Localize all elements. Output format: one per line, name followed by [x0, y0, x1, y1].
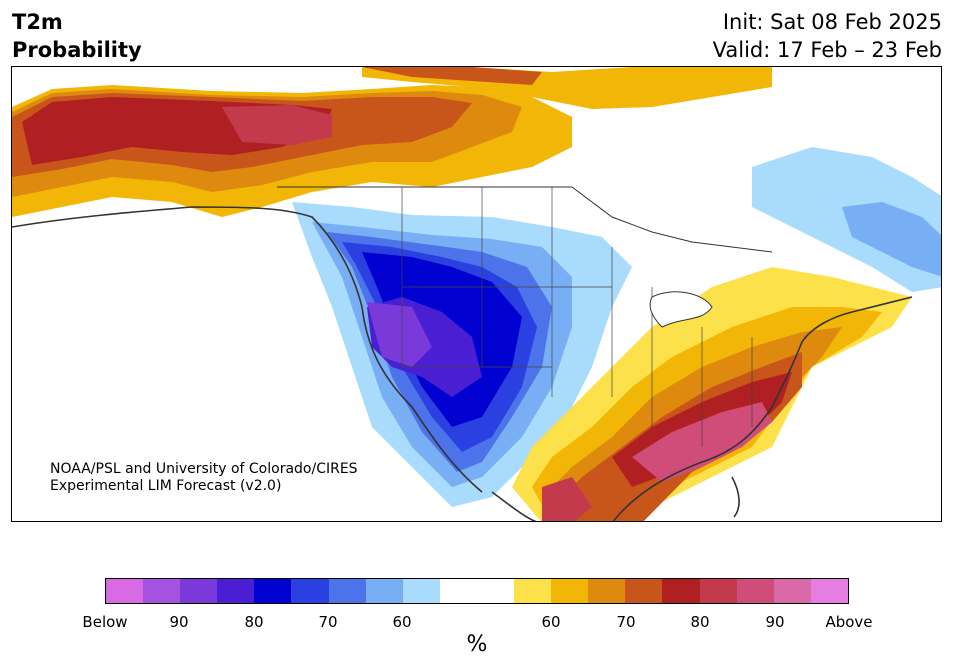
colorbar-segment	[254, 579, 292, 603]
colorbar-segment	[736, 579, 774, 603]
mexico-warm-core	[542, 477, 592, 521]
colorbar-segment	[551, 579, 589, 603]
init-date: Init: Sat 08 Feb 2025	[722, 10, 942, 34]
colorbar-segment	[699, 579, 737, 603]
canada-us-border	[277, 186, 773, 253]
map-canvas	[12, 67, 941, 521]
california-cold-core	[367, 302, 432, 367]
colorbar-tick: Below	[82, 613, 128, 631]
credit-text: NOAA/PSL and University of Colorado/CIRE…	[50, 461, 358, 495]
colorbar-tick: 80	[690, 613, 710, 631]
colorbar-segment	[476, 579, 515, 603]
product-label: Probability	[12, 38, 142, 62]
credit-line-1: NOAA/PSL and University of Colorado/CIRE…	[50, 461, 358, 477]
colorbar-segment	[625, 579, 663, 603]
colorbar-tick: Above	[825, 613, 873, 631]
colorbar-segment	[588, 579, 626, 603]
colorbar-tick: 60	[392, 613, 412, 631]
colorbar-segment	[217, 579, 255, 603]
colorbar-tick: 70	[318, 613, 338, 631]
colorbar-segment	[439, 579, 477, 603]
colorbar-segment	[328, 579, 366, 603]
colorbar-segment	[365, 579, 403, 603]
valid-date: Valid: 17 Feb – 23 Feb	[712, 38, 942, 62]
map-title: T2m Probability	[12, 8, 142, 64]
date-info: Init: Sat 08 Feb 2025 Valid: 17 Feb – 23…	[713, 8, 942, 64]
colorbar-unit: %	[466, 632, 488, 657]
colorbar-segment	[180, 579, 218, 603]
colorbar-tick: 90	[765, 613, 785, 631]
colorbar-segment	[662, 579, 700, 603]
colorbar-tick: 60	[541, 613, 561, 631]
colorbar-segment	[143, 579, 181, 603]
probability-colorbar	[105, 578, 849, 604]
coastline	[12, 206, 913, 521]
state-borders	[401, 187, 753, 447]
colorbar-segment	[291, 579, 329, 603]
arctic-islands-warm-inner	[362, 67, 542, 85]
yukon-warm-core	[222, 105, 332, 145]
colorbar-segment	[106, 579, 144, 603]
variable-label: T2m	[12, 10, 63, 34]
colorbar-tick: 70	[616, 613, 636, 631]
colorbar-tick: 90	[169, 613, 189, 631]
credit-line-2: Experimental LIM Forecast (v2.0)	[50, 478, 282, 494]
colorbar-tick: 80	[244, 613, 264, 631]
colorbar-segment	[402, 579, 440, 603]
probability-map: NOAA/PSL and University of Colorado/CIRE…	[11, 66, 942, 522]
colorbar-segment	[773, 579, 811, 603]
east-canada-cold-70	[842, 202, 941, 277]
colorbar-segment	[514, 579, 552, 603]
great-lakes	[649, 291, 713, 328]
colorbar-segment	[810, 579, 848, 603]
